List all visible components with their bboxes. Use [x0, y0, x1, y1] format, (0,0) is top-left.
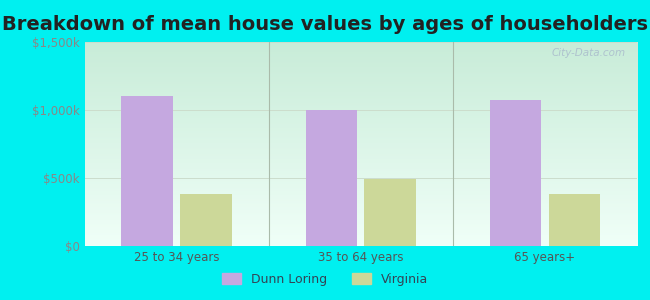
- Text: City-Data.com: City-Data.com: [552, 48, 626, 58]
- Bar: [122, 96, 173, 246]
- Text: Breakdown of mean house values by ages of householders: Breakdown of mean house values by ages o…: [2, 15, 648, 34]
- Bar: [306, 110, 357, 246]
- Bar: [549, 194, 600, 246]
- Bar: [365, 179, 416, 246]
- Bar: [180, 194, 232, 246]
- Bar: [489, 100, 541, 246]
- Legend: Dunn Loring, Virginia: Dunn Loring, Virginia: [217, 268, 433, 291]
